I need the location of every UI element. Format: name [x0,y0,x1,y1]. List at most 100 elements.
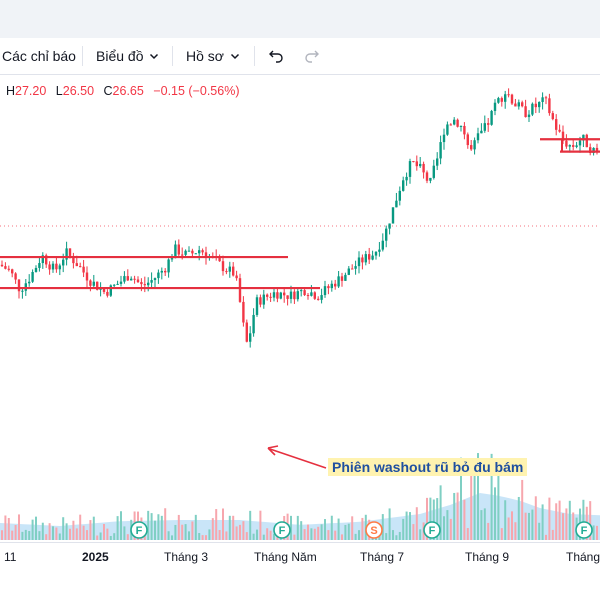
candle-body [347,268,350,275]
candle-body [130,278,133,281]
volume-bar [497,461,500,540]
volume-bar [443,516,445,540]
volume-bar [235,526,238,540]
candle-body [510,94,514,104]
candle-body [170,258,174,260]
candle-body [184,250,187,255]
volume-bar [426,497,428,540]
volume-bar [11,530,14,540]
event-marker-letter: F [279,525,286,537]
candle-body [79,266,82,268]
indicators-button[interactable]: Các chỉ báo [2,38,76,74]
candle-body [283,292,286,296]
volume-bar [55,527,58,540]
candle-body [310,292,313,296]
high-value: 27.20 [15,84,47,98]
volume-bar [28,531,31,540]
volume-bar [347,523,350,540]
volume-bar [89,520,92,540]
candle-body [164,270,167,273]
candle-body [28,281,31,284]
event-marker-letter: F [136,525,143,537]
volume-bar [402,518,405,540]
volume-bar [48,523,51,540]
event-marker-letter: F [429,525,436,537]
candle-body [354,266,357,269]
candle-body [381,240,384,250]
volume-bar [538,522,541,540]
volume-bar [273,533,275,540]
volume-bar [52,526,54,540]
candle-body [561,131,565,141]
volume-bar [14,525,17,540]
candle-body [96,281,99,290]
candle-body [225,271,228,273]
candle-body [541,97,544,103]
volume-bar [72,520,75,540]
toolbar-divider [82,46,83,66]
candle-body [534,103,537,108]
candle-body [51,263,55,270]
candle-body [249,333,252,342]
chart-type-label: Biểu đồ [96,48,144,64]
candle-body [524,106,527,118]
redo-button[interactable] [304,38,320,74]
candle-body [385,228,388,241]
event-marker [423,521,441,539]
undo-button[interactable] [268,38,284,74]
volume-bar [572,512,575,540]
volume-bar [534,496,537,540]
volume-bar [24,529,27,540]
toolbar-divider [172,46,173,66]
volume-bar [252,533,255,540]
volume-bar [41,522,44,540]
volume-bar [31,519,34,540]
candle-body [589,147,592,154]
candle-body [449,124,452,126]
volume-bar [494,487,496,540]
candle-body [75,263,78,267]
candle-body [422,163,425,173]
candle-body [55,263,58,270]
volume-bar [208,529,211,540]
volume-bar [351,516,354,540]
volume-bar [174,524,177,540]
volume-bar [266,528,269,540]
candle-body [31,271,34,282]
volume-bar [551,529,554,540]
candle-body [123,276,126,282]
volume-bar [528,512,530,540]
high-label: H [6,84,16,98]
candle-body [473,140,476,150]
volume-bar [106,528,109,540]
candle-body [412,161,415,163]
volume-bar [62,517,65,540]
volume-bar [79,514,82,540]
candle-body [436,158,439,166]
candle-body [45,255,48,265]
chart-type-button[interactable]: Biểu đồ [96,38,159,74]
candle-body [106,291,109,296]
candle-body [17,279,21,292]
candle-body [201,250,204,253]
candle-body [133,278,136,280]
candle-body [7,268,10,270]
annotation-arrow [269,448,327,469]
candle-body [466,134,469,146]
volume-bar [500,528,503,540]
candle-body [432,165,435,178]
candle-body [459,125,463,127]
candle-body [296,291,299,300]
profile-button[interactable]: Hồ sơ [186,38,240,74]
volume-bar [300,521,303,540]
volume-bar [439,485,442,540]
volume-bar [392,530,394,540]
volume-bar [541,504,544,540]
volume-bar [150,513,153,540]
volume-bar [449,518,452,540]
volume-bar [521,479,524,540]
candle-body [531,103,534,115]
volume-bar [466,528,469,540]
volume-bar [198,533,201,540]
